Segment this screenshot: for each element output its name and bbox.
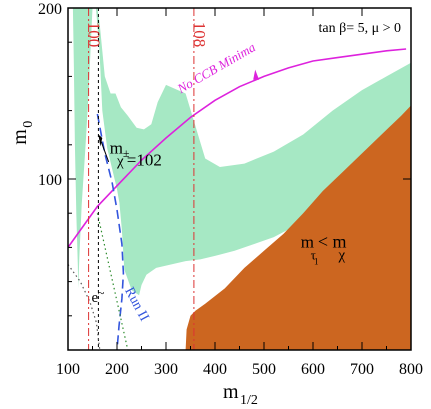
annotation-symbol-9: ~ — [98, 286, 105, 300]
chargino-arrowhead — [98, 134, 103, 147]
series-line-selectron — [68, 264, 101, 350]
annotation-e-8: e — [92, 290, 99, 306]
annotation-m-13: < m — [318, 231, 347, 251]
y-axis-label: m 0 — [9, 121, 36, 145]
parameter-label: tan β= 5, μ > 0 — [318, 21, 401, 36]
annotation-m-10: m — [301, 232, 314, 251]
series-line-no-ccb-minima — [68, 48, 407, 248]
annotation-100-0: 100 — [85, 22, 104, 48]
annotation-symbol-11: τ — [311, 247, 316, 262]
x-tick-label: 500 — [252, 361, 276, 378]
annotation-1-12: 1 — [314, 257, 319, 267]
series-line-run-ii — [96, 113, 125, 350]
x-axis-label: m 1/2 — [223, 381, 258, 408]
y-axis-label-main: m — [9, 129, 31, 145]
x-tick-label: 300 — [154, 361, 178, 378]
annotation-symbol-4: χ — [116, 153, 124, 169]
x-tick-label: 600 — [301, 361, 325, 378]
regions-layer — [72, 8, 411, 350]
x-axis-label-subscript: 1/2 — [240, 393, 258, 408]
x-axis-label-main: m — [223, 381, 239, 403]
x-tick-label: 100 — [56, 361, 80, 378]
ccb-arrowhead — [253, 69, 260, 80]
annotation-m-3: m — [110, 138, 123, 157]
y-axis-label-subscript: 0 — [21, 121, 36, 128]
x-tick-label: 700 — [350, 361, 374, 378]
lines-layer — [68, 8, 407, 350]
y-tick-label: 200 — [38, 1, 62, 18]
ticks-layer: 100 200 300 400 500 600 700 800 100 200 — [38, 1, 423, 378]
annotation-symbol-14: χ — [338, 247, 346, 263]
annotation-no-ccb-minima-2: No CCB Minima — [174, 39, 258, 96]
region-cosmologically-preferred-band — [72, 8, 411, 296]
y-tick-label: 100 — [38, 172, 62, 189]
annotation-symbol-5: ± — [123, 146, 130, 160]
annotation-108-1: 108 — [190, 22, 209, 48]
x-tick-label: 800 — [399, 361, 423, 378]
x-tick-label: 200 — [105, 361, 129, 378]
x-tick-label: 400 — [203, 361, 227, 378]
annotation-run-ii-7: Run II — [121, 285, 151, 324]
annotation-102-6: =102 — [127, 150, 162, 169]
region-stau-lsp-excluded-region — [185, 105, 411, 350]
